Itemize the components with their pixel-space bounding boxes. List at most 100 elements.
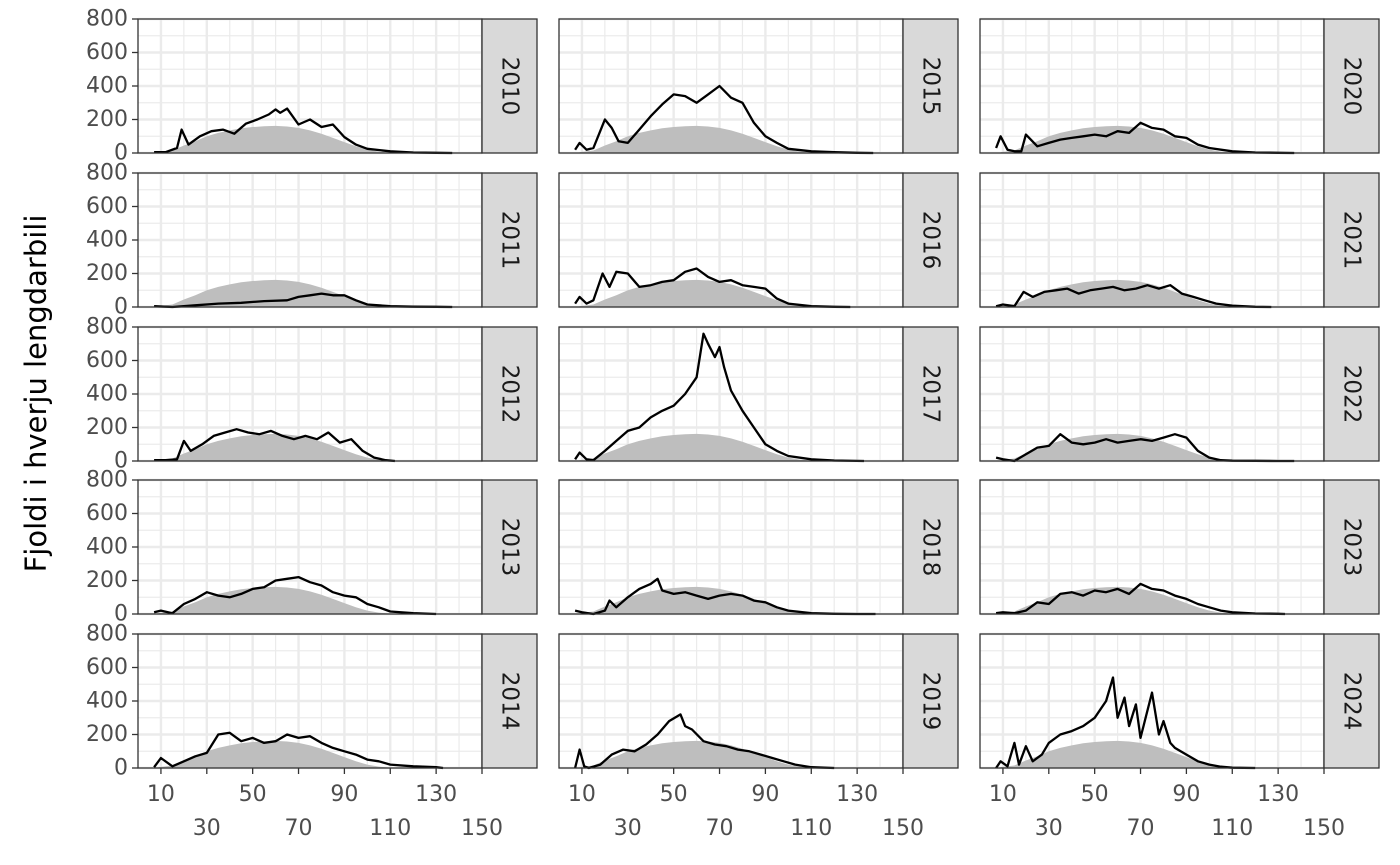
facet-strip-label: 2020	[1339, 57, 1365, 116]
x-tick-label: 50	[660, 782, 688, 807]
x-tick-label: 30	[193, 816, 221, 841]
x-tick-label: 110	[790, 816, 832, 841]
facet-strip-label: 2016	[918, 211, 944, 270]
reference-area-2020	[1000, 125, 1233, 153]
series-line-2018	[574, 577, 876, 616]
y-axis-label: Fjoldi i hverju lengdarbili	[19, 215, 53, 573]
x-tick-label: 30	[614, 816, 642, 841]
series-line-2019	[573, 713, 835, 770]
facet-strip-label: 2013	[497, 518, 523, 577]
series-line-2022	[995, 433, 1295, 463]
series-line-2016	[574, 267, 851, 309]
facet-strip-label: 2021	[1339, 211, 1365, 270]
y-tick-label: 800	[86, 468, 128, 493]
facet-strip-label: 2010	[497, 57, 523, 116]
y-tick-label: 0	[114, 602, 128, 627]
y-tick-label: 200	[86, 568, 128, 593]
facet-strip-label: 2011	[497, 211, 523, 270]
y-tick-label: 400	[86, 535, 128, 560]
series-line-2014	[153, 731, 444, 770]
panel-2015: 2015	[558, 17, 959, 155]
panel-2012: 2012 0 200 400 600 800	[86, 315, 538, 474]
series-line-2021	[995, 284, 1272, 309]
x-tick-label: 70	[706, 816, 734, 841]
facet-strip	[481, 633, 538, 769]
panel-2018: 2018	[558, 478, 959, 616]
facet-strip	[481, 479, 538, 615]
x-tick-label: 90	[330, 782, 358, 807]
panel-2011: 2011 0 200 400 600 800	[86, 161, 538, 320]
x-tick-label: 10	[989, 782, 1017, 807]
reference-area-2023	[1000, 586, 1233, 614]
x-tick-label: 150	[461, 816, 503, 841]
series-line-2013	[153, 575, 437, 616]
facet-strip-label: 2019	[918, 672, 944, 731]
y-tick-label: 0	[114, 449, 128, 474]
series-line-2012	[154, 428, 395, 463]
reference-area-2016	[579, 279, 812, 307]
x-tick-label: 150	[1303, 816, 1345, 841]
y-tick-label: 0	[114, 756, 128, 781]
x-tick-label: 30	[1035, 816, 1063, 841]
panel-2021: 2021	[979, 171, 1380, 309]
y-tick-label: 800	[86, 622, 128, 647]
y-tick-label: 800	[86, 161, 128, 186]
facet-strip	[902, 479, 959, 615]
x-tick-label: 10	[147, 782, 175, 807]
facet-strip-label: 2024	[1339, 672, 1365, 731]
x-tick-label: 150	[882, 816, 924, 841]
x-tick-label: 70	[1127, 816, 1155, 841]
y-tick-label: 800	[86, 315, 128, 340]
facet-strip-label: 2015	[918, 57, 944, 116]
y-tick-label: 600	[86, 194, 128, 219]
facet-strip	[1323, 172, 1380, 308]
facet-strip-label: 2022	[1339, 365, 1365, 424]
x-tick-label: 90	[1172, 782, 1200, 807]
facet-strip	[1323, 633, 1380, 769]
y-tick-label: 600	[86, 348, 128, 373]
reference-area-2021	[1000, 279, 1233, 307]
y-tick-label: 0	[114, 295, 128, 320]
y-tick-label: 600	[86, 655, 128, 680]
y-tick-label: 400	[86, 382, 128, 407]
reference-area-2024	[1000, 740, 1233, 768]
facet-strip-label: 2023	[1339, 518, 1365, 577]
x-tick-label: 50	[239, 782, 267, 807]
facet-strip	[902, 633, 959, 769]
series-line-2017	[574, 332, 865, 463]
y-tick-label: 200	[86, 722, 128, 747]
panel-2023: 2023	[979, 478, 1380, 616]
facet-strip	[902, 326, 959, 462]
facet-strip-label: 2017	[918, 365, 944, 424]
series-line-2020	[995, 121, 1295, 155]
y-tick-label: 600	[86, 40, 128, 65]
facet-strip-label: 2014	[497, 672, 523, 731]
series-line-2011	[154, 292, 453, 309]
y-tick-label: 600	[86, 501, 128, 526]
series-line-2024	[995, 676, 1256, 770]
reference-area-2014	[158, 740, 391, 768]
x-tick-label: 70	[285, 816, 313, 841]
panel-2010: 2010 0 200 400 600 800	[86, 7, 538, 166]
reference-area-2011	[158, 279, 391, 307]
reference-area-2010	[158, 125, 391, 153]
facet-strip	[1323, 326, 1380, 462]
y-tick-label: 800	[86, 7, 128, 32]
panel-2013: 2013 0 200 400 600 800	[86, 468, 538, 627]
reference-area-2017	[579, 433, 812, 461]
series-line-2015	[574, 84, 874, 155]
panel-2016: 2016	[558, 171, 959, 309]
panels-layer: 2010020040060080020110200400600800201202…	[86, 7, 1380, 841]
facet-strip	[481, 326, 538, 462]
series-line-2023	[995, 582, 1286, 616]
facet-strip	[481, 18, 538, 154]
y-tick-label: 0	[114, 141, 128, 166]
facet-strip-label: 2018	[918, 518, 944, 577]
facet-strip	[902, 18, 959, 154]
reference-area-2015	[579, 125, 812, 153]
panel-2022: 2022	[979, 325, 1380, 463]
